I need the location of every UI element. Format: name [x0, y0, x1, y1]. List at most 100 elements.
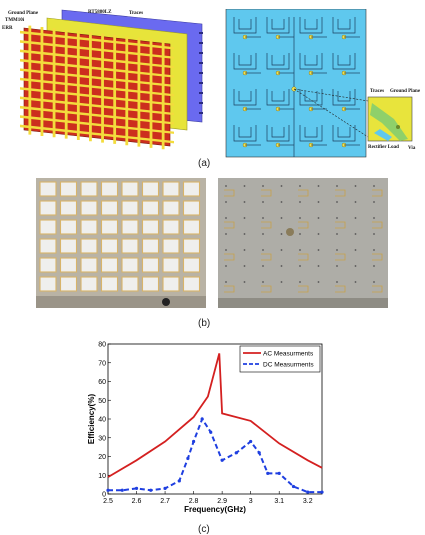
via-hole — [354, 265, 357, 267]
via-hole — [280, 233, 283, 235]
caption-b: (b) — [198, 318, 211, 329]
via-hole — [262, 265, 264, 267]
unit-cell-trace — [233, 89, 257, 106]
via-hole — [262, 249, 264, 251]
y-tick-label: 30 — [98, 435, 106, 442]
grid-bar-horizontal — [20, 96, 174, 116]
via-hole — [225, 281, 227, 283]
fabricated-cell — [80, 181, 98, 197]
grid-bar-horizontal — [20, 115, 174, 134]
fabricated-trace — [298, 221, 309, 229]
fabricated-trace — [372, 285, 383, 293]
grid-bar-horizontal — [20, 77, 174, 97]
via-hole — [336, 217, 338, 219]
fabricated-trace — [224, 189, 235, 197]
via-hole — [317, 201, 320, 203]
via-hole — [317, 185, 320, 187]
grid-bar-horizontal — [20, 68, 174, 88]
fabricated-cell — [80, 257, 98, 273]
via-hole — [354, 185, 357, 187]
inset-label-traces: Traces — [370, 89, 385, 94]
ruler-marker — [162, 298, 170, 306]
grid-bar-horizontal — [20, 58, 174, 78]
via-hole — [225, 249, 227, 251]
fabricated-cell — [162, 181, 180, 197]
fabricated-cell — [182, 238, 201, 254]
grid-bar-horizontal — [20, 105, 174, 125]
photo-grid-drawing — [36, 181, 206, 308]
via-hole — [225, 217, 227, 219]
layer-label-tmm10i: TMM10i — [5, 18, 25, 23]
fabricated-cell — [162, 238, 180, 254]
unit-cell-grid — [20, 25, 174, 150]
fabricated-trace — [335, 189, 346, 197]
grid-bar-horizontal — [20, 40, 174, 59]
fabricated-trace — [335, 253, 346, 261]
fabricated-cell — [59, 181, 78, 197]
fabricated-cell — [100, 238, 119, 254]
data-point-dc — [120, 488, 124, 492]
via-hole — [225, 185, 227, 187]
x-tick-label: 2.8 — [189, 498, 199, 505]
grid-bar-horizontal — [20, 30, 174, 50]
layer-label-ground-plane: Ground Plane — [8, 11, 39, 16]
photo-traces-drawing — [218, 185, 388, 308]
via-hole — [299, 217, 301, 219]
unit-cell-trace — [233, 125, 257, 142]
unit-cell-trace — [299, 89, 323, 106]
fabricated-cell — [182, 200, 201, 216]
data-point-dc — [234, 451, 238, 455]
trace-stub — [199, 72, 203, 74]
data-point-dc — [220, 458, 224, 462]
unit-cell-trace — [299, 53, 323, 70]
via-hole — [262, 217, 264, 219]
via-hole — [243, 201, 246, 203]
trace-stub — [199, 32, 203, 34]
fabricated-trace — [372, 253, 383, 261]
fabricated-cell — [141, 200, 160, 216]
legend: AC Measurments DC Measurments — [239, 345, 321, 373]
fabricated-cell — [80, 219, 98, 235]
via-hole — [280, 281, 283, 283]
fabricated-cell — [39, 181, 57, 197]
data-point-dc — [163, 486, 167, 490]
via-hole — [262, 233, 264, 235]
fabricated-cell — [162, 276, 180, 292]
fabricated-cell — [39, 200, 57, 216]
x-tick-label: 2.9 — [217, 498, 227, 505]
trace-stub — [199, 52, 203, 54]
unit-cell-trace — [332, 53, 356, 70]
via-hole — [299, 281, 301, 283]
fabricated-cell — [121, 257, 139, 273]
via-hole — [299, 201, 301, 203]
unit-cell-trace — [266, 125, 290, 142]
unit-cell-trace — [332, 125, 356, 142]
data-point-dc — [266, 471, 270, 475]
fabricated-cell — [59, 238, 78, 254]
via-hole — [299, 185, 301, 187]
fabricated-cell — [182, 181, 201, 197]
layer-label-rt5880lz: RT5880LZ — [88, 10, 112, 15]
layer-label-err: ERR — [2, 26, 13, 31]
fabricated-cell — [39, 257, 57, 273]
data-point-dc — [209, 430, 213, 434]
fabricated-cell — [162, 257, 180, 273]
layer-label-traces: Traces — [129, 11, 144, 16]
via-hole — [354, 201, 357, 203]
y-axis-label: Efficiency(%) — [87, 394, 96, 445]
fabricated-cell — [162, 219, 180, 235]
data-point-dc — [177, 479, 181, 483]
fabricated-cell — [59, 200, 78, 216]
x-tick-label: 2.5 — [103, 498, 113, 505]
via-hole — [243, 217, 246, 219]
fabricated-cell — [59, 257, 78, 273]
ruler-strip — [218, 298, 388, 308]
fabricated-cell — [162, 200, 180, 216]
data-point-dc — [186, 456, 190, 460]
fabricated-cell — [141, 219, 160, 235]
y-tick-label: 10 — [98, 473, 106, 480]
via-hole — [243, 249, 246, 251]
fabricated-trace — [372, 189, 383, 197]
data-point-dc — [134, 486, 139, 490]
connector — [286, 228, 294, 236]
